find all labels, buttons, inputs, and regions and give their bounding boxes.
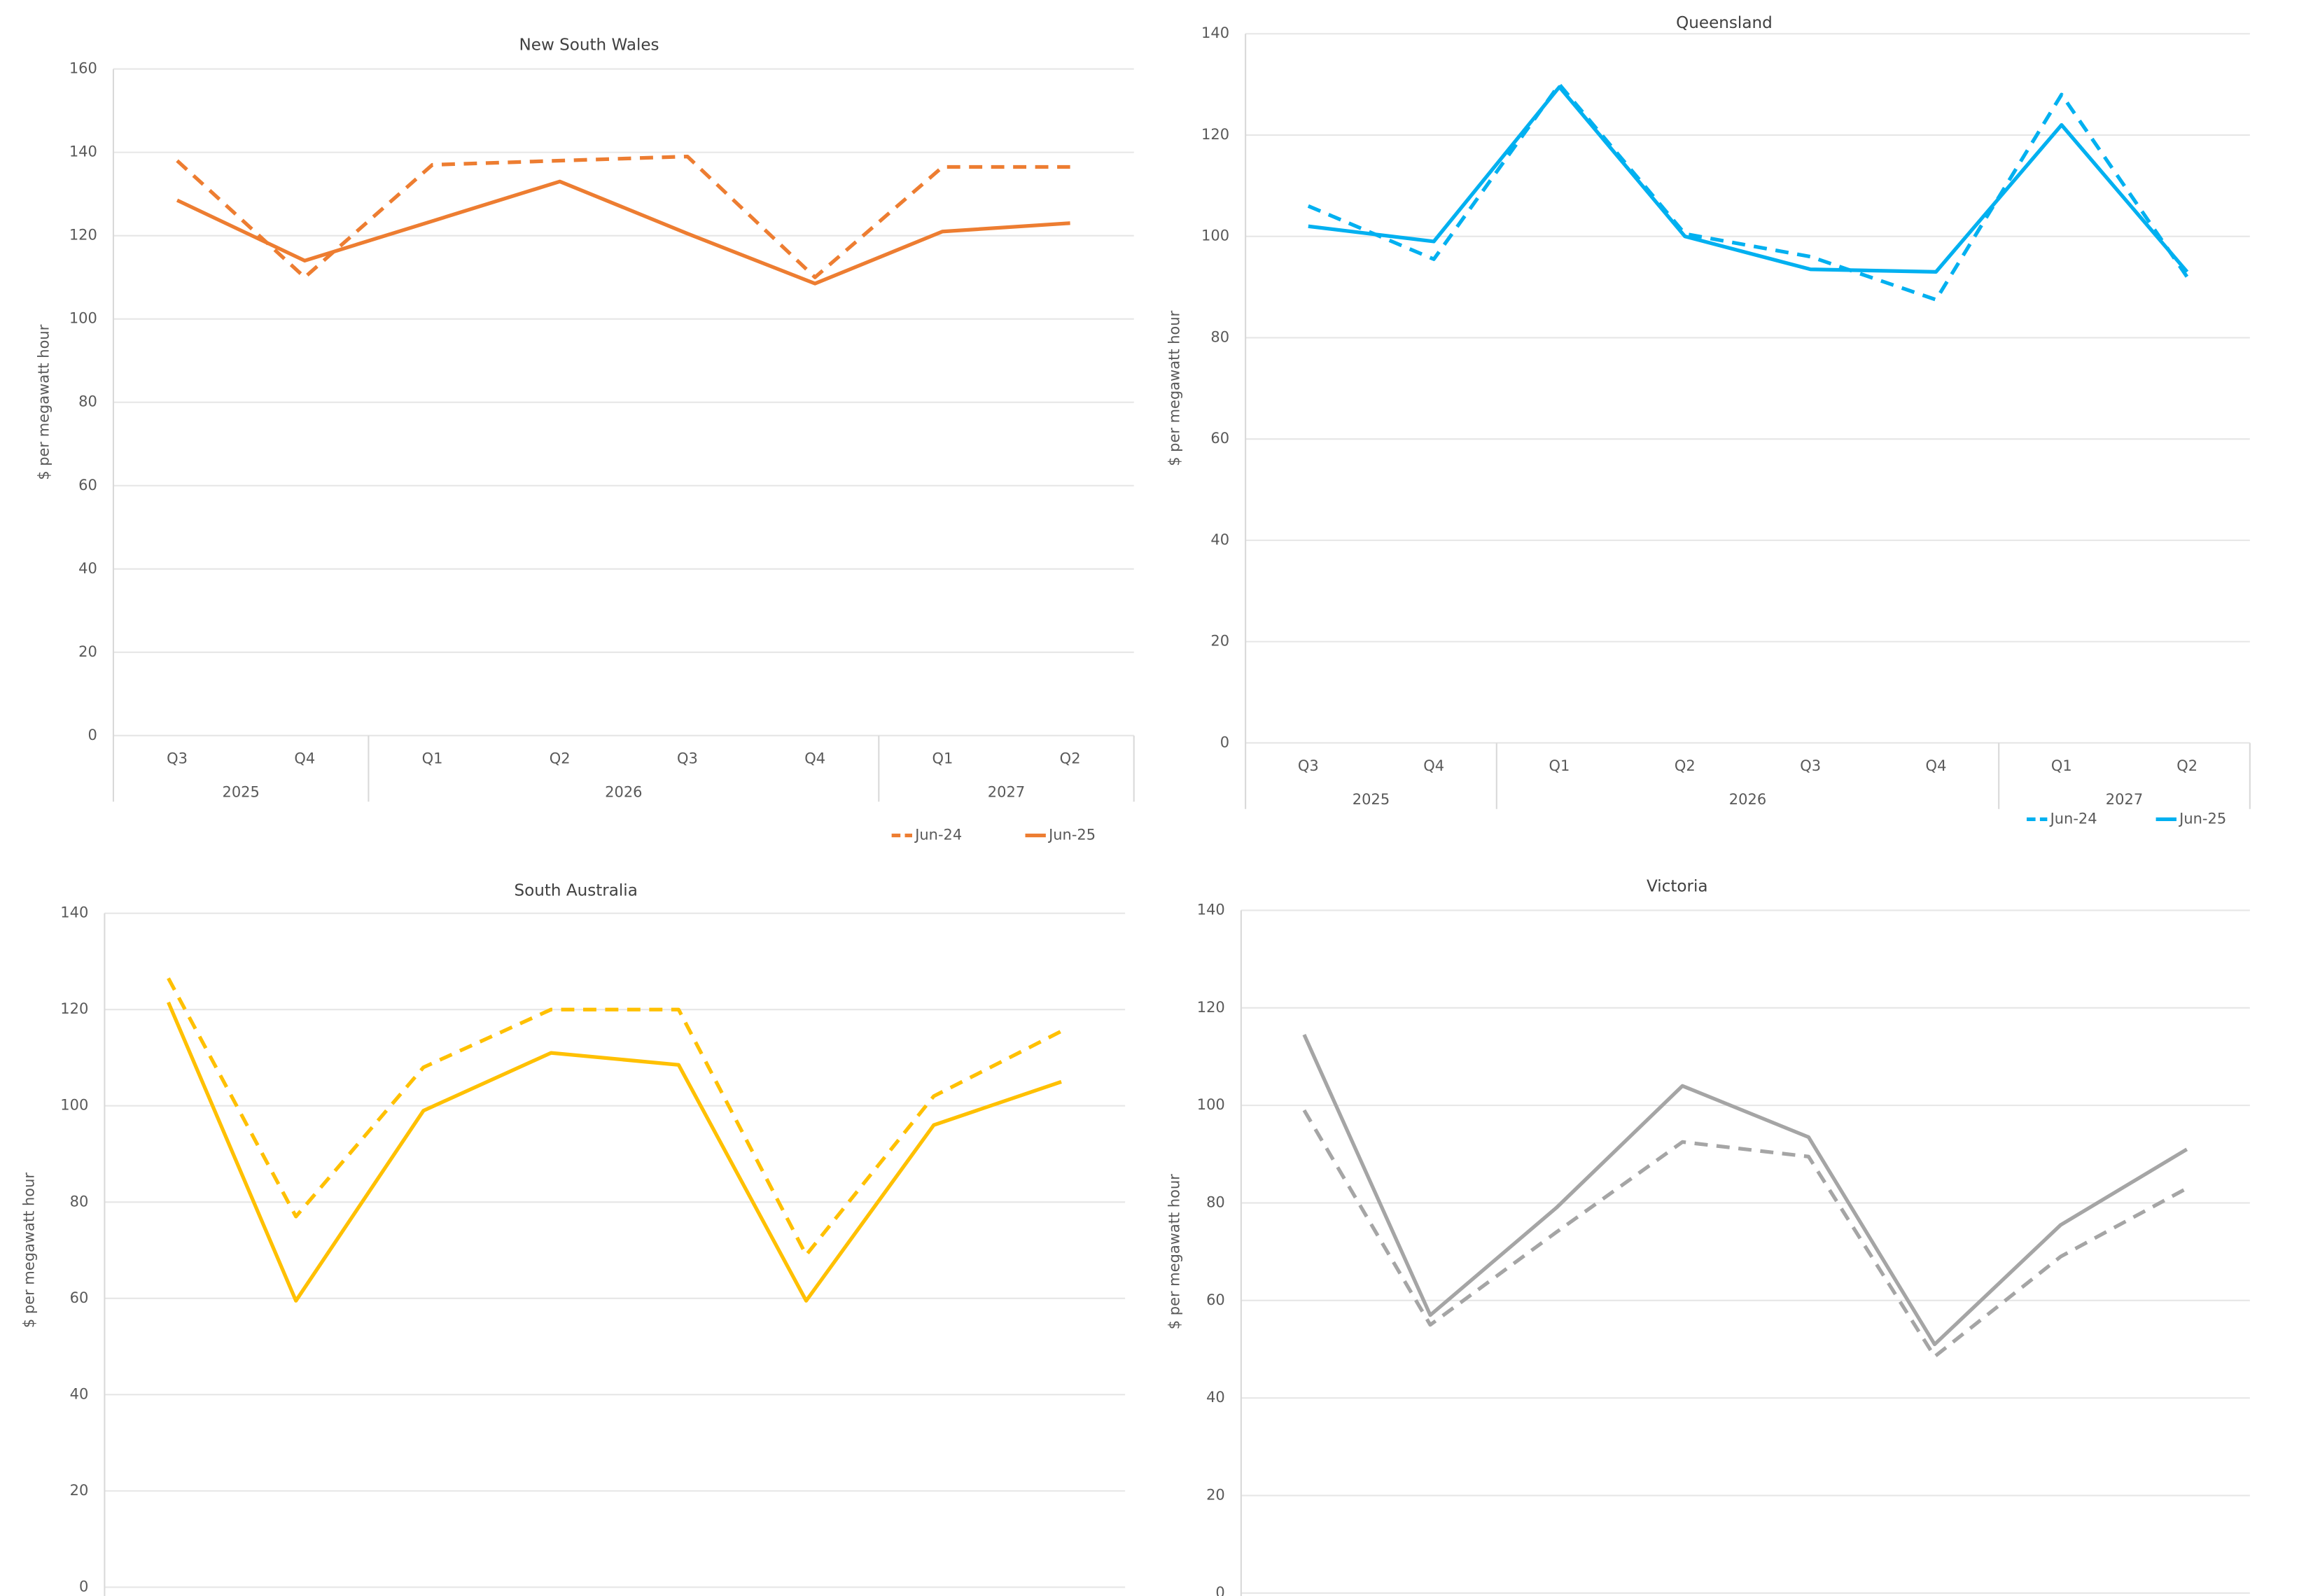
y-tick-label: 0 [79,1578,88,1595]
legend-label: Jun-25 [1047,826,1096,843]
y-tick-label: 20 [78,643,97,660]
chart-title: New South Wales [519,36,659,55]
x-tick-label: Q1 [1549,757,1570,774]
x-tick-label: Q2 [550,750,571,766]
y-axis-label: $ per megawatt hour [35,324,52,480]
x-tick-label: Q4 [804,750,825,766]
y-tick-label: 140 [69,144,97,160]
y-tick-label: 60 [1210,430,1229,447]
legend-label: Jun-24 [914,826,962,843]
legend-label: Jun-24 [2049,810,2097,827]
x-group-label: 2026 [1729,791,1766,808]
y-tick-label: 20 [1206,1486,1225,1503]
series-line [167,977,1063,1257]
x-tick-label: Q3 [1298,757,1319,774]
y-tick-label: 120 [1201,126,1229,143]
y-tick-label: 20 [70,1482,89,1499]
x-tick-label: Q4 [1423,757,1444,774]
y-tick-label: 40 [78,560,97,577]
legend-label: Jun-25 [2178,810,2226,827]
x-tick-label: Q1 [422,750,443,766]
x-tick-label: Q4 [1926,757,1947,774]
series-line [176,154,1070,279]
x-group-label: 2025 [1353,791,1390,808]
x-tick-label: Q1 [2051,757,2072,774]
y-tick-label: 0 [88,727,97,743]
series-line [167,1001,1062,1303]
series-line [1308,85,2189,274]
series-line [176,179,1070,286]
y-tick-label: 100 [1197,1096,1225,1113]
x-tick-label: Q3 [677,750,698,766]
y-tick-label: 100 [1201,227,1229,244]
x-tick-label: Q2 [1060,750,1081,766]
y-tick-label: 20 [1210,633,1229,650]
x-group-label: 2027 [2106,791,2143,808]
chart-title: Queensland [1676,14,1773,32]
y-tick-label: 40 [70,1385,89,1402]
y-tick-label: 100 [60,1097,88,1114]
y-tick-label: 80 [1210,328,1229,345]
series-line [1302,1109,2188,1359]
chart-title: Victoria [1647,877,1708,895]
y-tick-label: 140 [1197,901,1225,918]
y-tick-label: 0 [1215,1584,1224,1596]
series-line [1302,1034,2188,1347]
x-tick-label: Q1 [932,750,953,766]
chart-title: South Australia [514,882,637,900]
y-tick-label: 120 [69,227,97,244]
y-tick-label: 40 [1206,1389,1225,1406]
y-tick-label: 40 [1210,531,1229,548]
x-tick-label: Q2 [2176,757,2197,774]
y-tick-label: 0 [1220,734,1229,750]
y-tick-label: 120 [1197,999,1225,1016]
x-group-label: 2027 [988,784,1025,801]
y-tick-label: 80 [78,393,97,410]
y-axis-label: $ per megawatt hour [20,1172,37,1329]
x-tick-label: Q4 [294,750,315,766]
y-tick-label: 100 [69,310,97,327]
y-tick-label: 60 [70,1289,89,1306]
y-tick-label: 160 [69,60,97,77]
y-axis-label: $ per megawatt hour [1166,1174,1182,1330]
y-axis-label: $ per megawatt hour [1166,310,1182,466]
y-tick-label: 140 [1201,24,1229,41]
x-tick-label: Q3 [167,750,188,766]
y-tick-label: 140 [60,904,88,921]
y-tick-label: 80 [1206,1194,1225,1210]
x-tick-label: Q3 [1800,757,1821,774]
y-tick-label: 80 [70,1193,89,1210]
series-line [1307,82,2189,302]
x-tick-label: Q2 [1675,757,1696,774]
y-tick-label: 120 [60,1000,88,1017]
y-tick-label: 60 [78,477,97,493]
y-tick-label: 60 [1206,1292,1225,1308]
x-group-label: 2026 [605,784,642,801]
x-group-label: 2025 [222,784,259,801]
